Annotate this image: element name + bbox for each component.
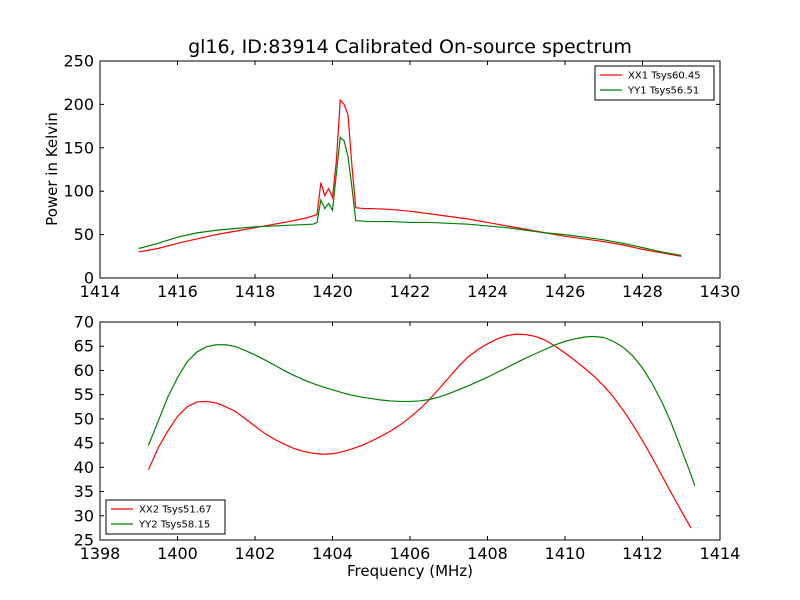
bottom-legend-box [105, 499, 226, 535]
top-x-tick-label: 1420 [312, 282, 353, 301]
bottom-x-tick-label: 1408 [467, 544, 508, 563]
bottom-y-tick-label: 55 [74, 385, 94, 404]
top-x-tick-label: 1414 [80, 282, 121, 301]
bottom-y-tick-label: 60 [74, 361, 94, 380]
bottom-x-tick-label: 1410 [545, 544, 586, 563]
bottom-x-tick-label: 1398 [80, 544, 121, 563]
bottom-x-tick-label: 1402 [235, 544, 276, 563]
top-y-tick-label: 0 [84, 269, 94, 288]
bottom-x-tick-label: 1406 [390, 544, 431, 563]
bottom-legend: XX2 Tsys51.67 YY2 Tsys58.15 [105, 499, 226, 535]
bottom-x-axis-title: Frequency (MHz) [347, 562, 473, 580]
top-x-tick-label: 1426 [545, 282, 586, 301]
bottom-x-tick-label: 1404 [312, 544, 353, 563]
bottom-x-tick-label: 1400 [157, 544, 198, 563]
bottom-y-tick-label: 25 [74, 531, 94, 550]
bottom-y-tick-label: 65 [74, 337, 94, 356]
bottom-panel: 1398 1400 1402 1404 1406 1408 1410 1412 1414 25 30… [74, 313, 741, 564]
bottom-y-tick-label: 70 [74, 313, 94, 332]
top-y-tick-label: 150 [63, 138, 94, 157]
bottom-legend-label-1: XX2 Tsys51.67 [139, 505, 212, 516]
bottom-x-tick-label: 1414 [700, 544, 741, 563]
top-panel: 1414 1416 1418 1420 1422 1424 1426 1428 1430 0 50 1… [63, 52, 740, 302]
bottom-legend-label-2: YY2 Tsys58.15 [138, 520, 210, 531]
top-x-tick-label: 1428 [622, 282, 663, 301]
top-x-tick-label: 1430 [700, 282, 741, 301]
top-x-tick-label: 1418 [235, 282, 276, 301]
top-legend-label-2: YY1 Tsys56.51 [627, 86, 699, 97]
bottom-x-tick-label: 1412 [622, 544, 663, 563]
top-y-axis-title: Power in Kelvin [43, 112, 61, 226]
top-x-tick-label: 1422 [390, 282, 431, 301]
top-series-line-2 [138, 136, 682, 257]
top-y-tick-label: 200 [63, 95, 94, 114]
bottom-series-line-1 [147, 333, 692, 529]
top-y-tick-label: 250 [63, 52, 94, 71]
bottom-y-tick-label: 30 [74, 506, 94, 525]
bottom-y-tick-label: 35 [74, 482, 94, 501]
top-legend-box [594, 65, 715, 101]
top-y-tick-label: 100 [63, 182, 94, 201]
bottom-y-tick-label: 50 [74, 409, 94, 428]
bottom-y-tick-label: 45 [74, 434, 94, 453]
top-x-tick-label: 1424 [467, 282, 508, 301]
bottom-y-tick-label: 40 [74, 458, 94, 477]
top-legend: XX1 Tsys60.45 YY1 Tsys56.51 [594, 65, 715, 101]
top-y-tick-label: 50 [74, 225, 94, 244]
chart-title: gl16, ID:83914 Calibrated On-source spec… [188, 36, 632, 58]
top-x-tick-label: 1416 [157, 282, 198, 301]
bottom-series-line-2 [147, 335, 696, 486]
top-legend-label-1: XX1 Tsys60.45 [628, 71, 701, 82]
